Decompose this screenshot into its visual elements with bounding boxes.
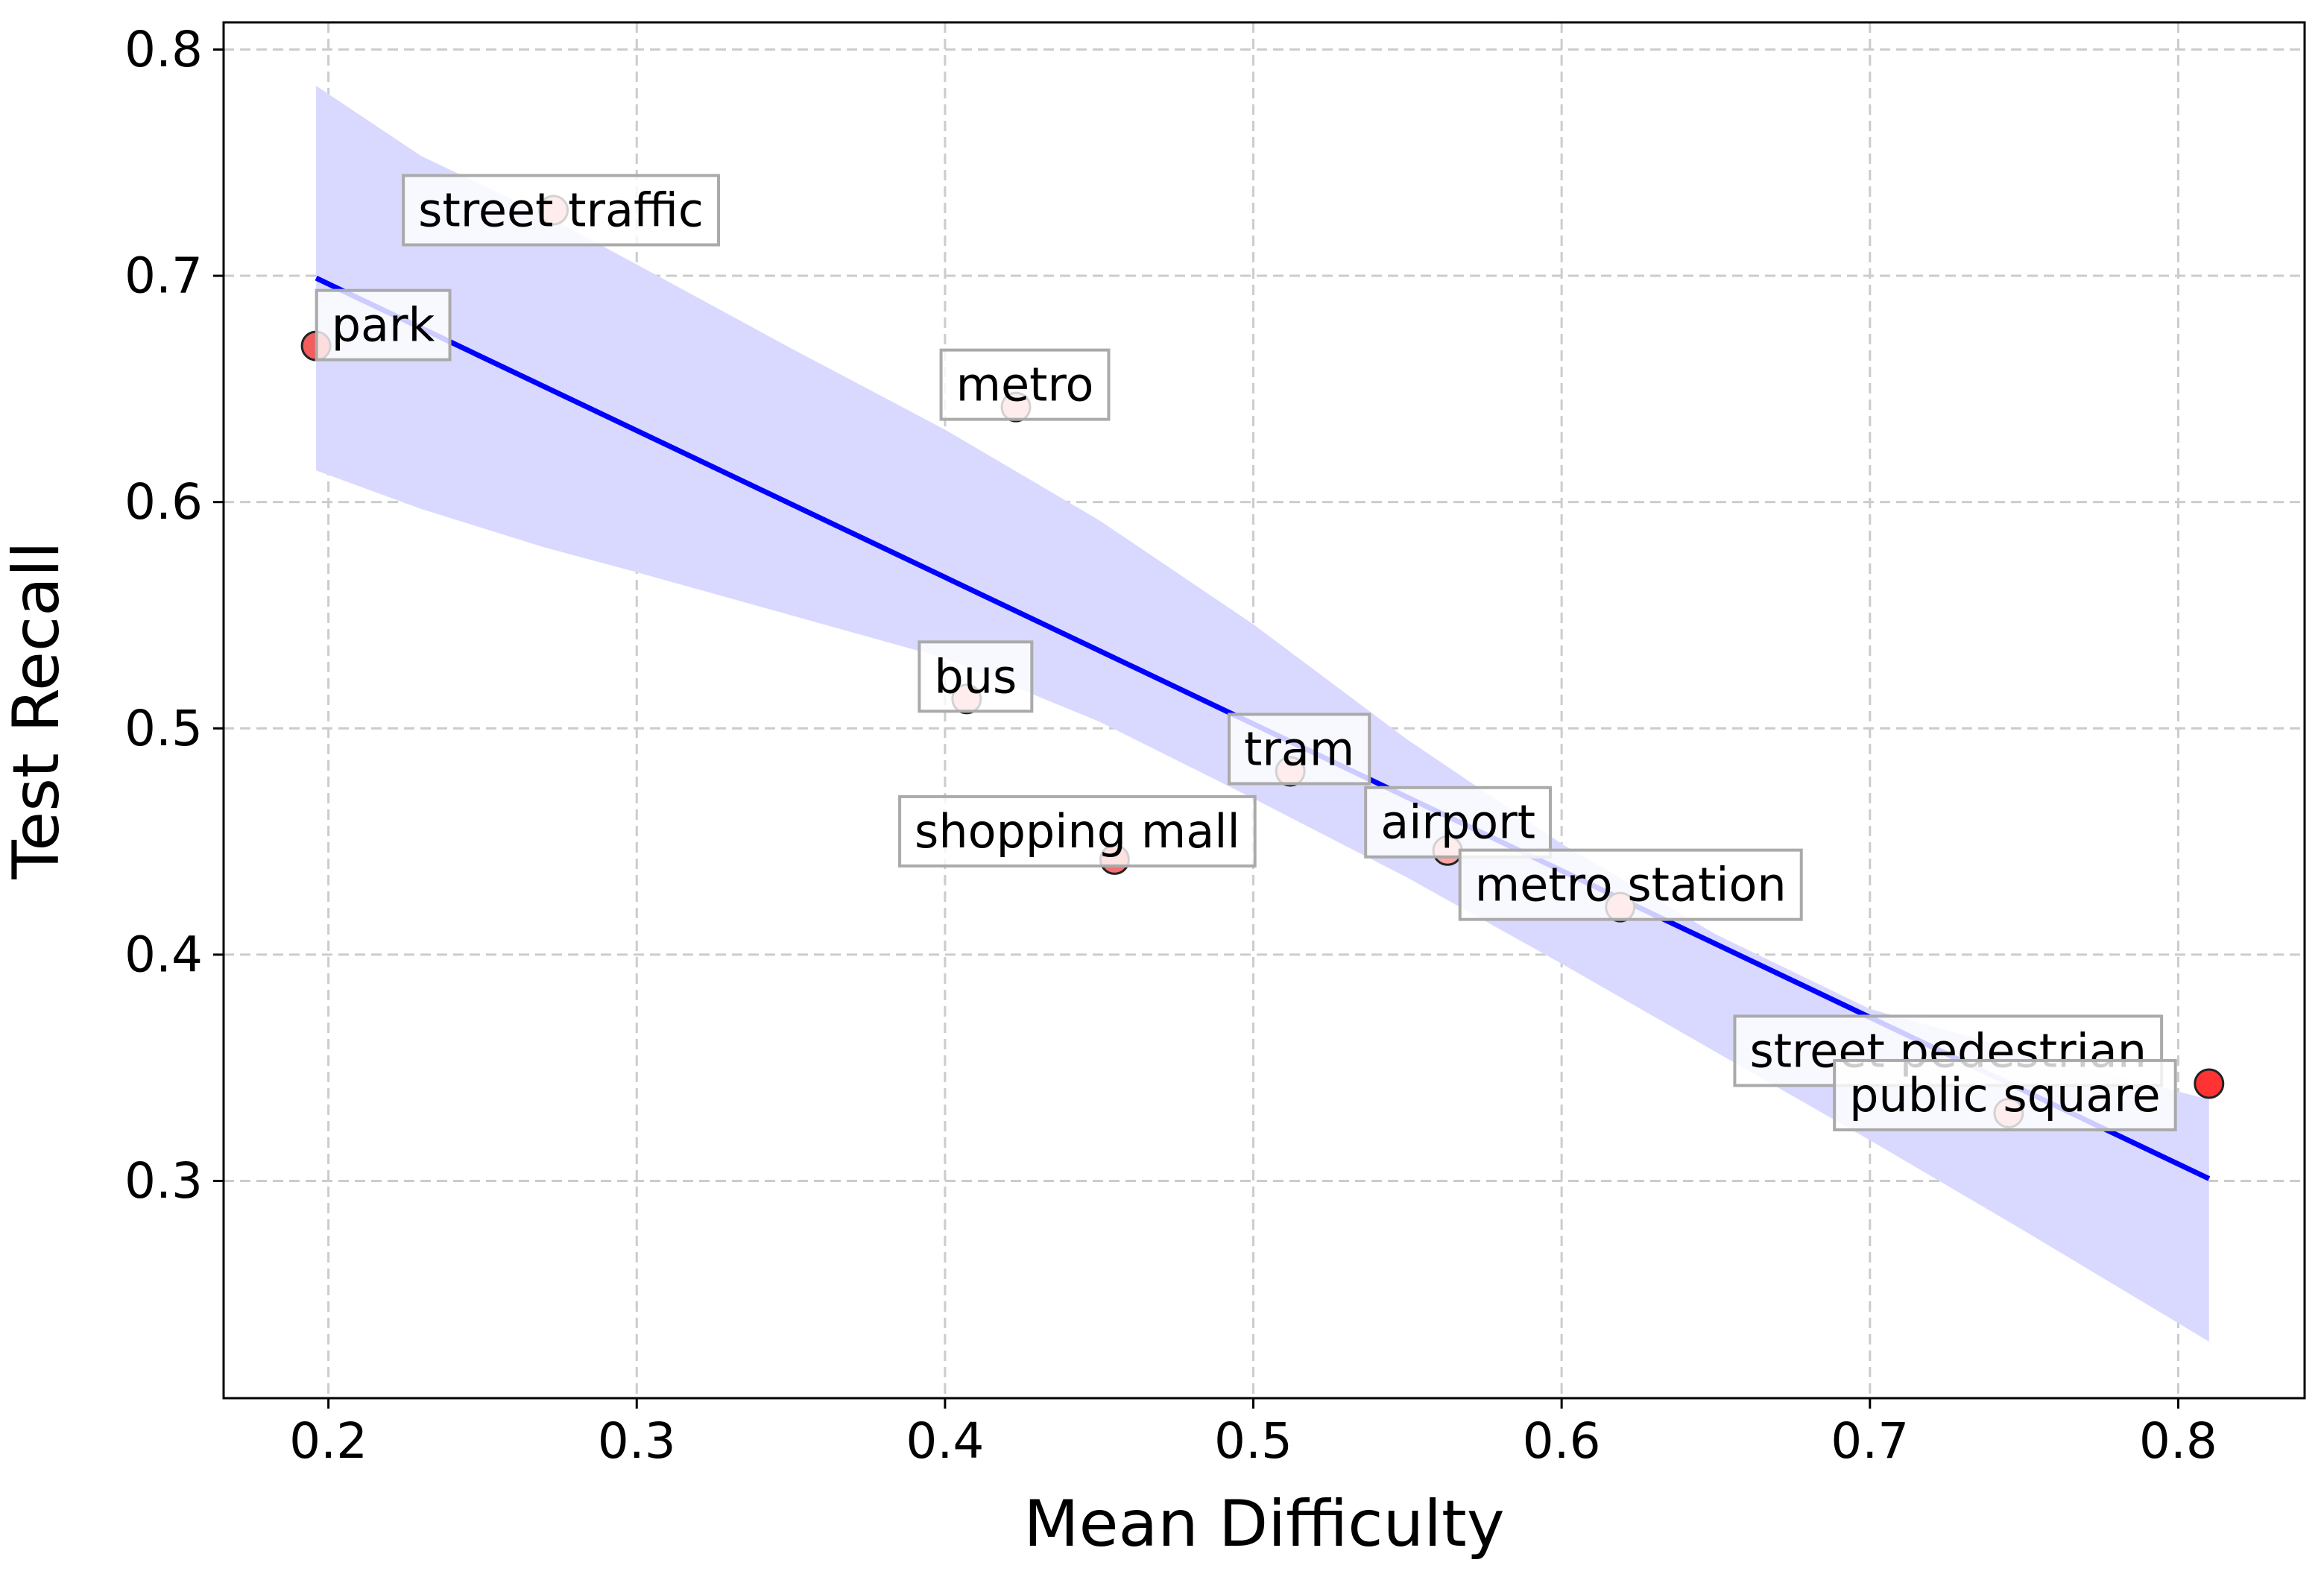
point-label: metro station — [1475, 858, 1787, 912]
data-point — [2194, 1068, 2225, 1099]
y-tick-label: 0.5 — [124, 700, 203, 757]
point-label-box — [1364, 786, 1553, 859]
point-label-box — [1458, 848, 1803, 921]
point-label-box — [1228, 712, 1371, 786]
point-label: bus — [934, 649, 1017, 704]
point-label-box — [315, 288, 452, 361]
point-label: public square — [1849, 1068, 2160, 1122]
point-label: street traffic — [418, 183, 704, 238]
x-tick-label: 0.6 — [1523, 1412, 1601, 1470]
y-tick-label: 0.6 — [124, 473, 203, 531]
y-axis-title: Test Recall — [0, 541, 74, 879]
x-tick-label: 0.4 — [906, 1412, 984, 1470]
point-label: metro — [956, 358, 1094, 412]
point-label-box — [918, 640, 1034, 713]
y-tick-label: 0.7 — [124, 247, 203, 305]
y-tick-label: 0.8 — [124, 21, 203, 78]
y-tick-label: 0.3 — [124, 1152, 203, 1210]
x-tick-label: 0.2 — [289, 1412, 367, 1470]
y-tick-label: 0.4 — [124, 926, 203, 983]
x-axis-title: Mean Difficulty — [1023, 1487, 1504, 1561]
point-label-box — [402, 174, 721, 247]
x-tick-label: 0.3 — [598, 1412, 676, 1470]
point-label: shopping mall — [915, 804, 1240, 859]
x-tick-label: 0.7 — [1831, 1412, 1909, 1470]
plot-frame — [222, 21, 2306, 1400]
point-label: tram — [1244, 721, 1354, 776]
point-label: airport — [1380, 795, 1535, 850]
axes: 0.2 0.3 0.4 0.5 0.6 0.7 0.8 0.3 0.4 0.5 0.6 0.7 0.8 — [124, 21, 2306, 1470]
point-label-box — [1833, 1058, 2177, 1131]
x-tick-label: 0.5 — [1214, 1412, 1292, 1470]
x-tick-label: 0.8 — [2139, 1412, 2217, 1470]
point-label-box — [939, 348, 1111, 421]
point-label: park — [332, 298, 435, 353]
point-label-box — [898, 794, 1257, 868]
